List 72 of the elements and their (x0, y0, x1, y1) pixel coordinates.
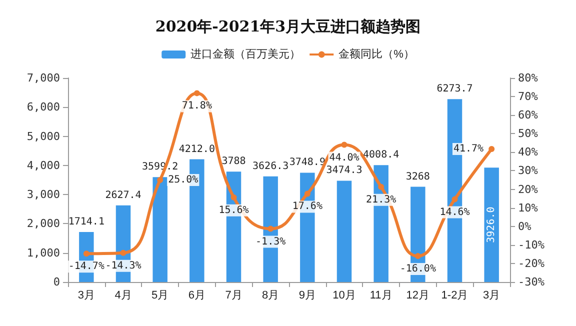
data-label: 3926.0 (486, 206, 498, 243)
y-tick-label: 6,000 (26, 100, 60, 114)
x-tick-label: 9月 (298, 290, 316, 302)
x-tick-label: 1-2月 (441, 290, 468, 302)
data-label: 17.6% (292, 201, 322, 212)
data-label: 3268 (406, 171, 430, 182)
y-tick-label: 1,000 (26, 246, 60, 260)
y-tick-label: 4,000 (26, 158, 60, 172)
y2-tick-label: 30% (518, 164, 538, 178)
data-label: 2627.4 (105, 190, 142, 201)
y2-tick-label: 10% (518, 201, 538, 214)
data-label: 44.0% (329, 152, 360, 164)
y2-tick-label: 50% (518, 127, 538, 140)
bar (336, 180, 352, 282)
legend-label: 进口金额（百万美元） (190, 48, 301, 60)
x-tick-label: 8月 (262, 290, 280, 302)
point (120, 250, 126, 256)
data-label: 25.0% (168, 174, 198, 186)
point (304, 190, 310, 197)
y-tick-label: 2,000 (26, 217, 60, 230)
point (414, 253, 421, 260)
y2-tick-label: 70% (518, 90, 538, 104)
data-label: 41.7% (453, 144, 484, 155)
data-label: -14.7% (68, 261, 104, 272)
point (268, 226, 274, 232)
point (452, 196, 458, 202)
data-label: 3474.3 (326, 165, 362, 176)
data-label: 4212.0 (178, 144, 215, 155)
data-label: 3626.3 (252, 160, 289, 172)
y2-tick-label: 0% (518, 220, 532, 233)
x-tick-label: 3月 (78, 290, 95, 302)
data-label: 4008.4 (363, 150, 400, 161)
data-label: 71.8% (182, 100, 212, 112)
data-label: -1.3% (256, 236, 286, 248)
point (157, 177, 164, 183)
data-label: 3788 (222, 156, 246, 168)
y2-tick-label: -30% (518, 276, 545, 288)
point (341, 142, 348, 148)
x-tick-label: 4月 (114, 290, 132, 302)
x-tick-label: 7月 (225, 290, 242, 302)
point (83, 250, 90, 257)
data-label: 21.3% (366, 194, 396, 206)
point (194, 90, 200, 96)
data-label: 6273.7 (436, 84, 473, 95)
y2-tick-label: 40% (518, 146, 538, 159)
data-label: -14.3% (105, 260, 142, 272)
x-tick-label: 10月 (332, 290, 356, 302)
x-tick-label: 3月 (483, 290, 500, 302)
data-label: 15.6% (218, 204, 249, 216)
x-tick-label: 5月 (152, 290, 169, 302)
y-tick-label: 5,000 (26, 130, 60, 143)
y2-tick-label: 20% (518, 182, 538, 196)
data-label: 1714.1 (68, 216, 104, 228)
point (378, 184, 384, 190)
y2-tick-label: -20% (518, 256, 545, 270)
x-tick-label: 12月 (406, 290, 430, 302)
legend-label: 金额同比（%） (338, 48, 414, 60)
data-label: -16.0% (400, 264, 436, 275)
y2-tick-label: -10% (518, 238, 545, 252)
bar (152, 177, 168, 282)
x-tick-label: 11月 (370, 290, 392, 302)
data-label: 14.6% (440, 206, 470, 218)
point (230, 194, 237, 200)
point (488, 146, 495, 152)
y2-tick-label: 80% (518, 72, 538, 84)
chart-title: 2020年-2021年3月大豆进口额趋势图 (155, 18, 421, 36)
x-tick-label: 6月 (188, 290, 206, 302)
bar (484, 168, 499, 282)
y-tick-label: 7,000 (26, 72, 60, 84)
y-tick-label: 3,000 (26, 188, 60, 202)
y-tick-label: 0 (53, 276, 60, 288)
y2-tick-label: 60% (518, 108, 538, 122)
